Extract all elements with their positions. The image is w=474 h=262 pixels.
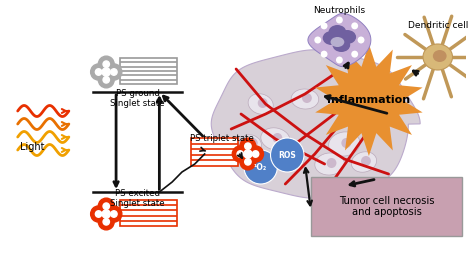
Circle shape: [273, 133, 283, 143]
Circle shape: [302, 93, 312, 103]
Circle shape: [103, 61, 109, 67]
Circle shape: [91, 64, 107, 80]
Polygon shape: [315, 44, 423, 156]
Circle shape: [351, 51, 358, 58]
Ellipse shape: [338, 30, 356, 44]
Circle shape: [327, 158, 337, 168]
Ellipse shape: [433, 50, 447, 62]
FancyBboxPatch shape: [311, 177, 462, 236]
Circle shape: [258, 98, 268, 108]
Circle shape: [95, 211, 102, 217]
Circle shape: [287, 153, 297, 163]
Circle shape: [336, 57, 343, 63]
Text: Neutrophils: Neutrophils: [313, 6, 365, 15]
Circle shape: [111, 211, 117, 217]
Circle shape: [341, 138, 351, 148]
Circle shape: [245, 143, 251, 149]
Circle shape: [98, 56, 114, 72]
Ellipse shape: [315, 153, 344, 175]
Circle shape: [103, 203, 109, 209]
Circle shape: [237, 151, 244, 157]
Circle shape: [111, 69, 117, 75]
Ellipse shape: [240, 135, 262, 153]
Circle shape: [98, 214, 114, 230]
Circle shape: [232, 146, 248, 162]
Circle shape: [98, 198, 114, 214]
Ellipse shape: [356, 98, 383, 120]
Text: Inflammation: Inflammation: [328, 95, 410, 105]
Polygon shape: [308, 13, 371, 67]
Circle shape: [271, 138, 304, 172]
Text: ROS: ROS: [278, 150, 296, 160]
Text: Dendritic cell: Dendritic cell: [408, 21, 468, 30]
Text: PS excited
Singlet state: PS excited Singlet state: [110, 189, 165, 208]
Bar: [120, 58, 177, 84]
Circle shape: [106, 64, 122, 80]
Polygon shape: [211, 50, 420, 198]
Circle shape: [314, 36, 321, 43]
Circle shape: [357, 36, 365, 43]
Circle shape: [366, 103, 376, 113]
Text: ¹O₂: ¹O₂: [254, 162, 267, 172]
Circle shape: [361, 156, 371, 166]
Ellipse shape: [351, 152, 376, 172]
Circle shape: [336, 17, 343, 24]
Circle shape: [320, 22, 328, 29]
Circle shape: [240, 154, 256, 170]
Ellipse shape: [332, 38, 350, 52]
Ellipse shape: [248, 94, 273, 114]
Text: Tumor cell necrosis
and apoptosis: Tumor cell necrosis and apoptosis: [339, 196, 434, 217]
Ellipse shape: [291, 89, 319, 109]
Circle shape: [245, 159, 251, 165]
Circle shape: [103, 219, 109, 225]
Text: PS triplet state: PS triplet state: [191, 134, 254, 143]
Bar: [120, 200, 177, 226]
Ellipse shape: [261, 128, 290, 150]
Ellipse shape: [323, 31, 340, 45]
Text: PS ground
Singlet state: PS ground Singlet state: [110, 89, 165, 108]
Circle shape: [98, 72, 114, 88]
Circle shape: [247, 146, 264, 162]
Circle shape: [240, 138, 256, 154]
Ellipse shape: [330, 37, 344, 47]
Circle shape: [106, 206, 122, 222]
Ellipse shape: [328, 25, 346, 39]
Circle shape: [248, 138, 258, 148]
Text: Light: Light: [20, 142, 44, 152]
Circle shape: [244, 150, 252, 158]
Circle shape: [351, 22, 358, 29]
Circle shape: [95, 69, 102, 75]
Circle shape: [320, 51, 328, 58]
Circle shape: [91, 206, 107, 222]
Ellipse shape: [423, 44, 453, 70]
Circle shape: [102, 68, 110, 76]
Ellipse shape: [276, 149, 304, 169]
Circle shape: [103, 77, 109, 83]
Circle shape: [244, 150, 277, 184]
Ellipse shape: [328, 132, 360, 156]
Circle shape: [252, 151, 259, 157]
Circle shape: [102, 210, 110, 218]
Bar: [191, 138, 238, 166]
